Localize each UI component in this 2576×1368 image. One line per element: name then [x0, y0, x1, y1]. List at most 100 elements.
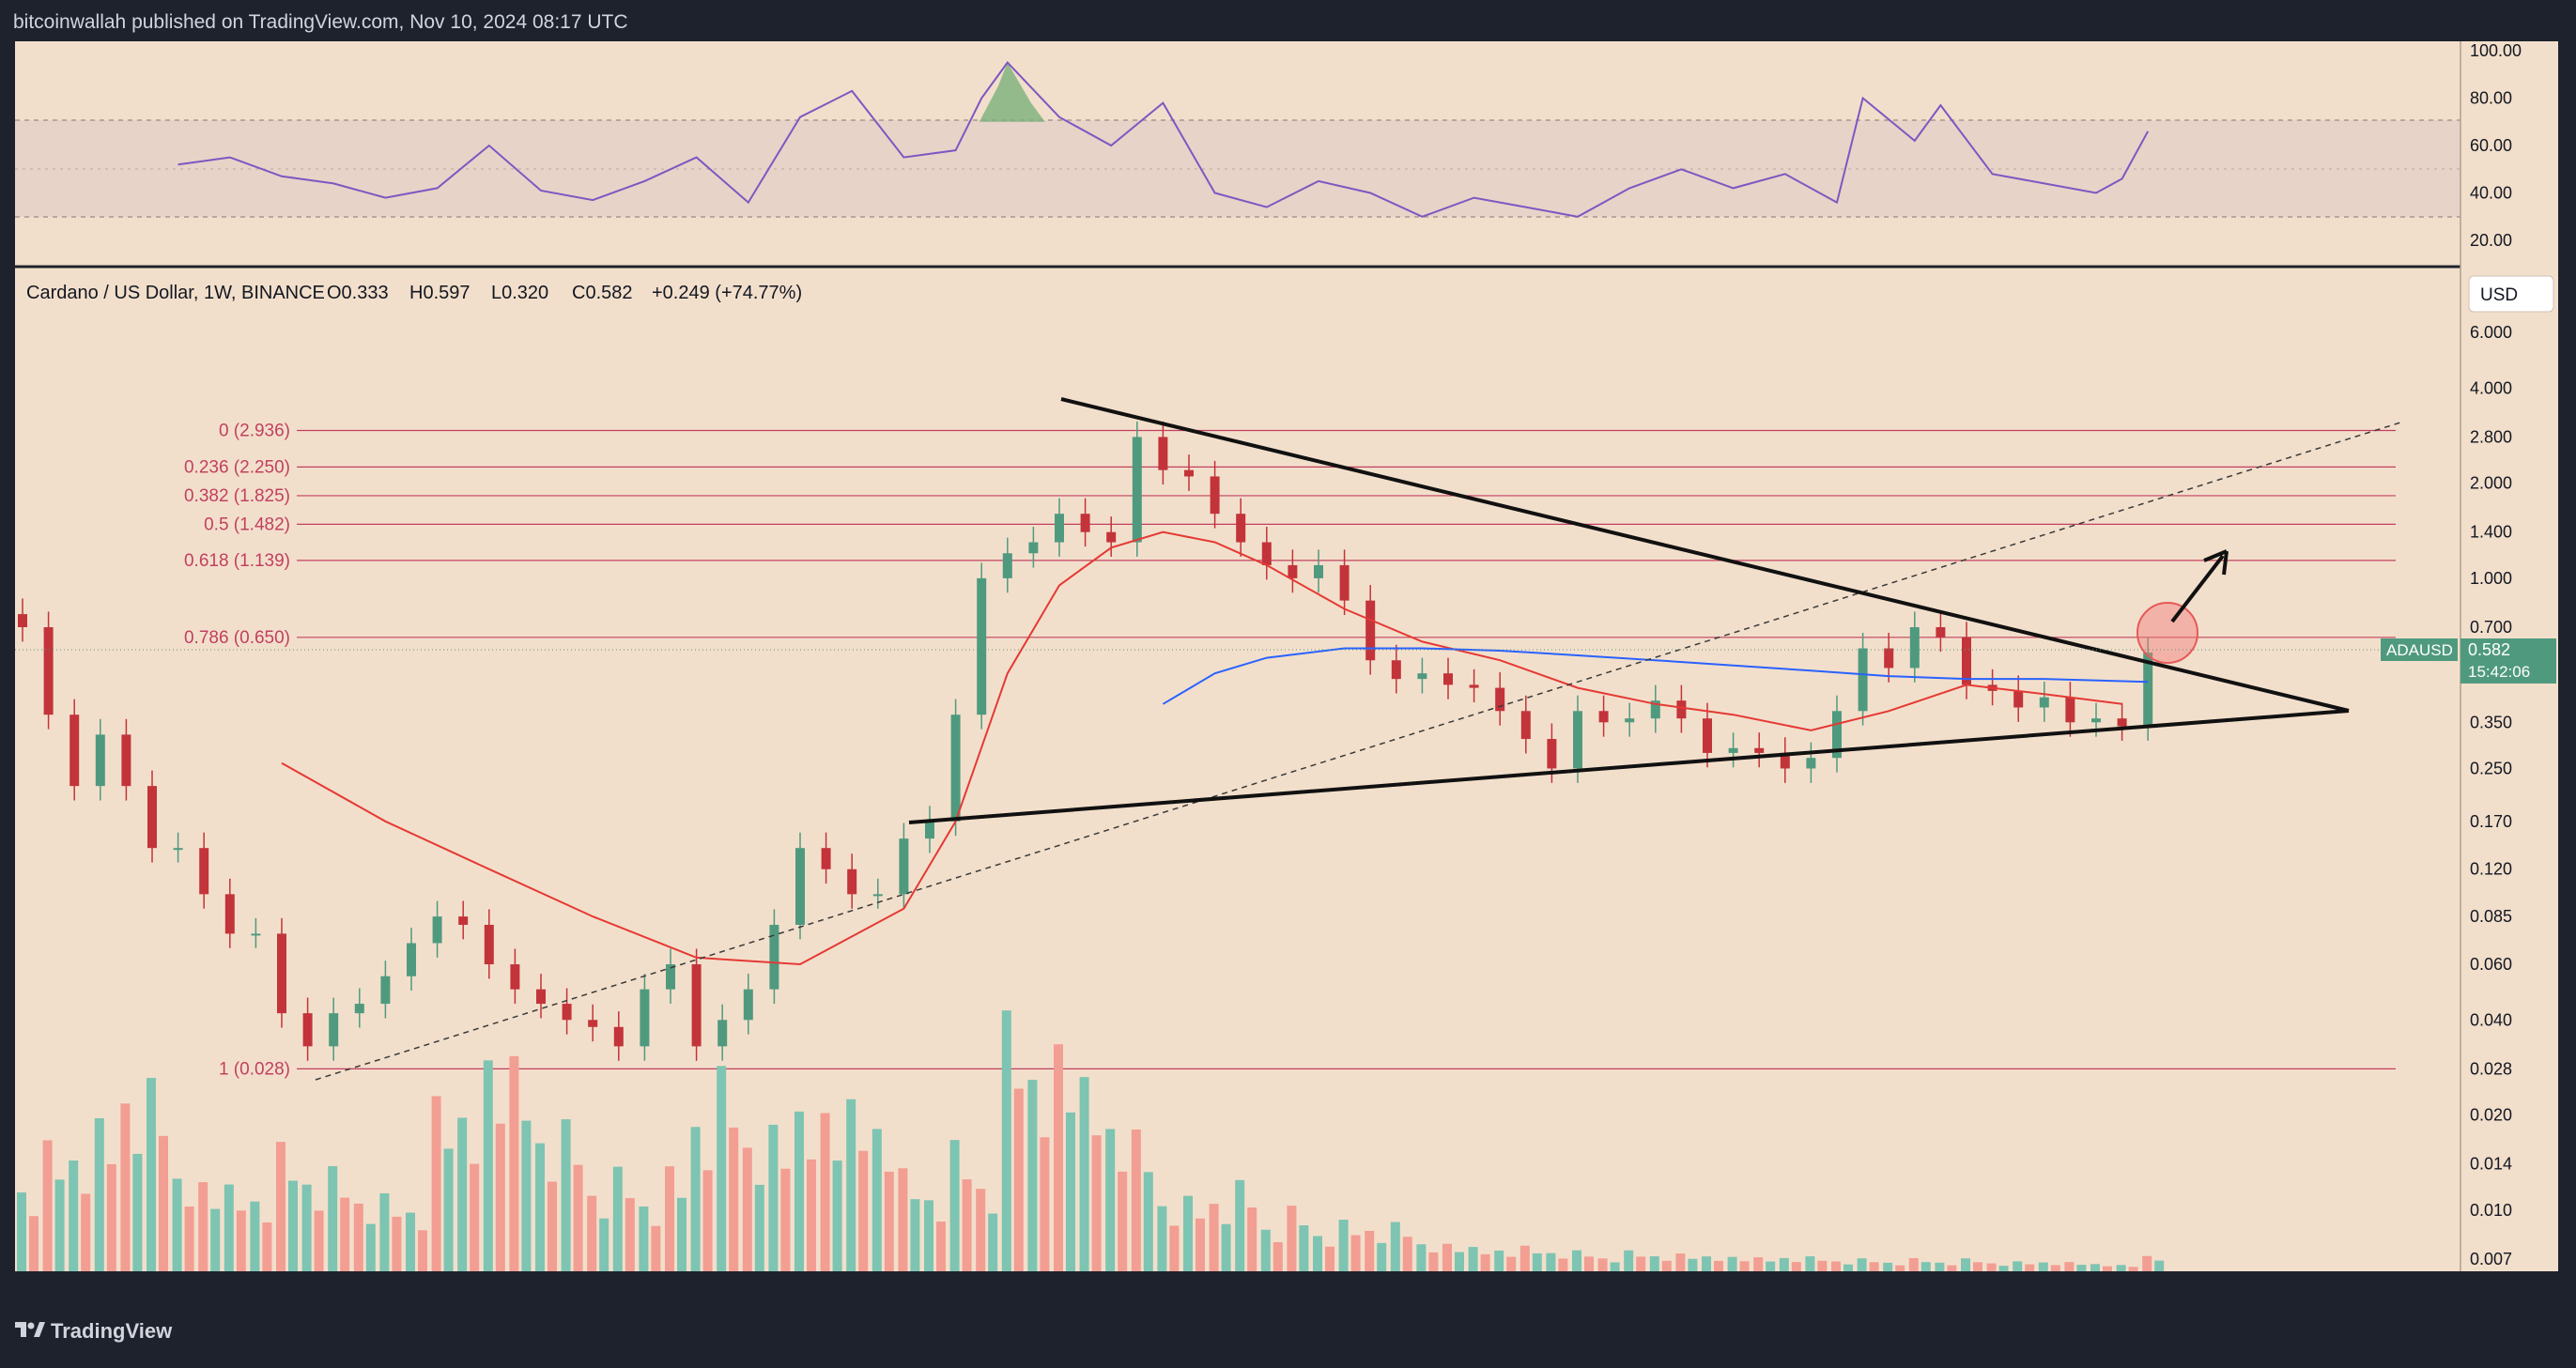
- legend-open: O0.333: [327, 283, 389, 303]
- volume-bar: [2103, 1266, 2112, 1271]
- volume-bar: [1817, 1260, 1828, 1271]
- rsi-tick-label: 40.00: [2470, 184, 2512, 203]
- candle-body: [251, 933, 261, 936]
- candle-body: [69, 715, 80, 787]
- footer-bar: TradingView: [0, 1305, 2576, 1368]
- candle-body: [173, 848, 183, 851]
- dashed-trendline[interactable]: [315, 422, 2401, 1081]
- price-tick-label: 2.000: [2470, 474, 2512, 493]
- volume-bar: [832, 1160, 842, 1271]
- currency-button-label: USD: [2480, 285, 2518, 305]
- price-tick-label: 0.007: [2470, 1250, 2512, 1268]
- volume-bar: [2154, 1260, 2165, 1271]
- candle-body: [717, 1020, 728, 1047]
- volume-bar: [132, 1153, 143, 1271]
- volume-bar: [1169, 1225, 1180, 1271]
- footer-brand: TradingView: [51, 1319, 173, 1343]
- candle-body: [1417, 673, 1427, 680]
- breakout-circle[interactable]: [2136, 602, 2198, 664]
- volume-bar: [509, 1055, 519, 1271]
- up-arrow-shaft[interactable]: [2170, 554, 2225, 623]
- chart-area[interactable]: 100.00 80.00 60.00 40.00 20.00 6.000 4.000 2.8…: [15, 41, 2558, 1273]
- currency-button[interactable]: [2468, 275, 2554, 313]
- fibonacci-levels[interactable]: 0 (2.936) 0.236 (2.250) 0.382 (1.825) 0.5 (…: [184, 421, 2396, 1079]
- volume-bar: [1661, 1260, 1672, 1271]
- descending-resistance-line[interactable]: [1060, 397, 2350, 713]
- candle-body: [1780, 752, 1790, 769]
- volume-bar: [807, 1159, 816, 1271]
- last-price-label: 0.582: [2468, 640, 2510, 659]
- volume-bar: [81, 1193, 91, 1271]
- legend-high: H0.597: [409, 283, 470, 303]
- price-tick-label: 0.010: [2470, 1201, 2512, 1220]
- volume-bar: [872, 1129, 882, 1271]
- volume-bar: [976, 1189, 986, 1271]
- volume-bar: [1365, 1230, 1375, 1271]
- volume-bar: [1597, 1258, 1608, 1271]
- volume-bar: [1054, 1044, 1063, 1271]
- candle-body: [1832, 711, 1842, 759]
- price-tick-label: 2.800: [2470, 427, 2512, 446]
- price-tick-label: 0.120: [2470, 860, 2512, 879]
- candle-body: [1754, 747, 1765, 753]
- fib-level-label: 0.236 (2.250): [184, 457, 290, 477]
- volume-bar: [1428, 1252, 1439, 1271]
- rsi-tick-label: 20.00: [2470, 231, 2512, 250]
- volume-bar: [1753, 1257, 1764, 1271]
- price-tick-label: 4.000: [2470, 378, 2512, 397]
- candle-body: [1650, 700, 1660, 719]
- price-tick-label: 0.170: [2470, 812, 2512, 831]
- volume-bar: [262, 1222, 272, 1271]
- candle-body: [1028, 542, 1039, 554]
- volume-bars: [17, 1010, 2165, 1271]
- price-tick-label: 0.014: [2470, 1155, 2512, 1174]
- volume-bar: [69, 1160, 79, 1271]
- symbol-legend: Cardano / US Dollar, 1W, BINANCE O0.333 …: [26, 283, 802, 303]
- moving-average-blue: [1162, 647, 2149, 705]
- candle-body: [666, 964, 675, 990]
- volume-bar: [1143, 1172, 1153, 1271]
- rsi-tick-label: 80.00: [2470, 89, 2512, 108]
- volume-bar: [846, 1099, 856, 1271]
- candle-body: [925, 821, 934, 839]
- volume-bar: [884, 1171, 894, 1271]
- volume-bar: [612, 1166, 623, 1271]
- volume-bar: [379, 1192, 390, 1271]
- volume-bar: [2128, 1267, 2138, 1271]
- price-tag: ADAUSD 0.582 15:42:06: [15, 638, 2556, 684]
- volume-bar: [172, 1178, 182, 1271]
- volume-bar: [1869, 1262, 1879, 1271]
- volume-bar: [639, 1206, 649, 1271]
- volume-bar: [1558, 1258, 1568, 1271]
- volume-bar: [548, 1181, 557, 1271]
- candle-body: [147, 786, 157, 849]
- volume-bar: [106, 1163, 116, 1271]
- chart-svg[interactable]: 100.00 80.00 60.00 40.00 20.00 6.000 4.000 2.8…: [15, 41, 2558, 1273]
- candle-body: [2013, 690, 2024, 708]
- candle-body: [1080, 514, 1090, 532]
- volume-bar: [1624, 1250, 1634, 1271]
- candle-body: [2117, 718, 2127, 727]
- volume-bar: [1079, 1077, 1089, 1271]
- candle-body: [1339, 564, 1350, 601]
- volume-bar: [1998, 1266, 2009, 1271]
- candle-body: [613, 1026, 624, 1047]
- candle-body: [329, 1013, 339, 1047]
- fib-level-label: 0.382 (1.825): [184, 486, 290, 506]
- volume-bar: [1727, 1256, 1737, 1271]
- candle-body: [1365, 600, 1376, 661]
- ascending-support-line[interactable]: [908, 709, 2350, 824]
- candle-body: [380, 976, 391, 1005]
- volume-bar: [457, 1117, 468, 1271]
- volume-bar: [1532, 1253, 1542, 1271]
- fib-level-label: 0.5 (1.482): [204, 515, 290, 534]
- volume-bar: [340, 1197, 350, 1271]
- candle-body: [1261, 542, 1272, 565]
- volume-bar: [1883, 1262, 1893, 1271]
- symbol-tag-label: ADAUSD: [2386, 641, 2453, 659]
- volume-bar: [1572, 1250, 1581, 1271]
- volume-bar: [924, 1200, 933, 1271]
- volume-bar: [717, 1066, 727, 1271]
- volume-bar: [1287, 1206, 1297, 1271]
- volume-bar: [794, 1111, 804, 1271]
